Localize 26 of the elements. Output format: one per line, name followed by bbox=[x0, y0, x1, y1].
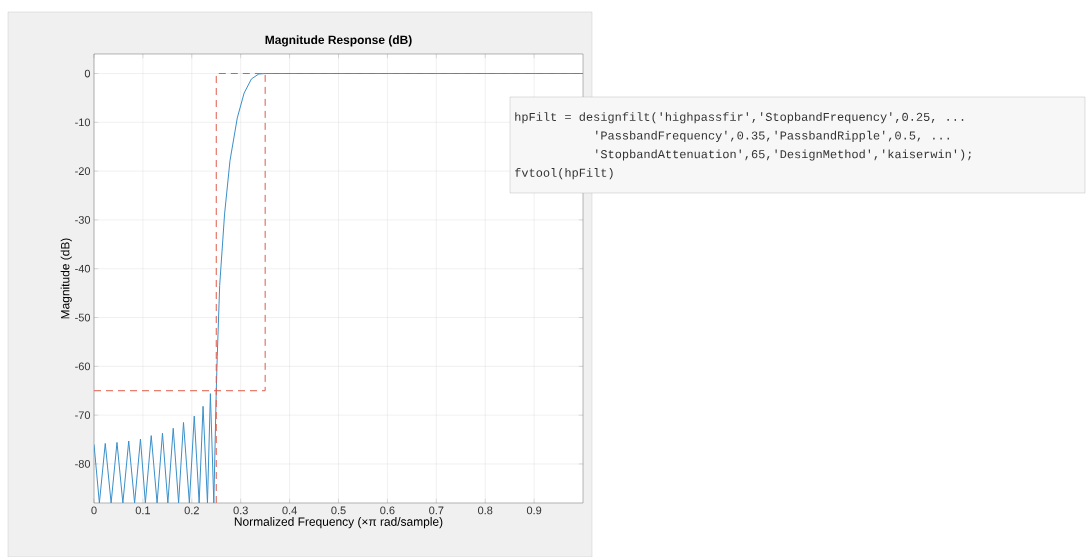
x-tick-label: 0.9 bbox=[526, 506, 542, 515]
x-tick-label: 0.4 bbox=[282, 506, 297, 515]
annotation: hpFilt = designfilt('highpassfir','StopbandFrequency',0.25, ... bbox=[515, 112, 964, 124]
x-axis-title: Normalized Frequency (×π rad/sample) bbox=[234, 517, 443, 529]
x-tick-label: 0 bbox=[91, 506, 97, 515]
y-tick-label: -10 bbox=[75, 118, 91, 127]
y-tick-label: -20 bbox=[75, 167, 91, 175]
annotation: fvtool(hpFilt) bbox=[515, 168, 613, 180]
x-tick-label: 0.1 bbox=[135, 506, 150, 515]
text: 'PassbandFrequency',0.35,'PassbandRipple',0.5, ... bbox=[596, 130, 949, 142]
y-tick-label: -70 bbox=[75, 411, 91, 420]
x-tick-label: 0.8 bbox=[478, 506, 493, 515]
y-tick-label: -80 bbox=[75, 460, 91, 468]
x-tick-label: 0.6 bbox=[380, 506, 395, 515]
y-tick-label: -50 bbox=[75, 313, 91, 322]
text: 'StopbandAttenuation',65,'DesignMethod','kaiserwin'); bbox=[596, 149, 971, 161]
x-tick-label: 0.3 bbox=[233, 506, 248, 515]
x-tick-label: 0.5 bbox=[331, 506, 346, 515]
y-tick-label: -30 bbox=[75, 216, 91, 224]
x-tick-label: 0.7 bbox=[429, 506, 444, 515]
y-tick-label: 0 bbox=[84, 69, 91, 78]
y-tick-label: -60 bbox=[75, 362, 91, 371]
chart-title: Magnitude Response (dB) bbox=[265, 35, 412, 47]
y-tick-label: -40 bbox=[75, 264, 91, 273]
y-axis-title: Magnitude (dB) bbox=[60, 238, 72, 319]
x-tick-label: 0.2 bbox=[184, 506, 199, 515]
